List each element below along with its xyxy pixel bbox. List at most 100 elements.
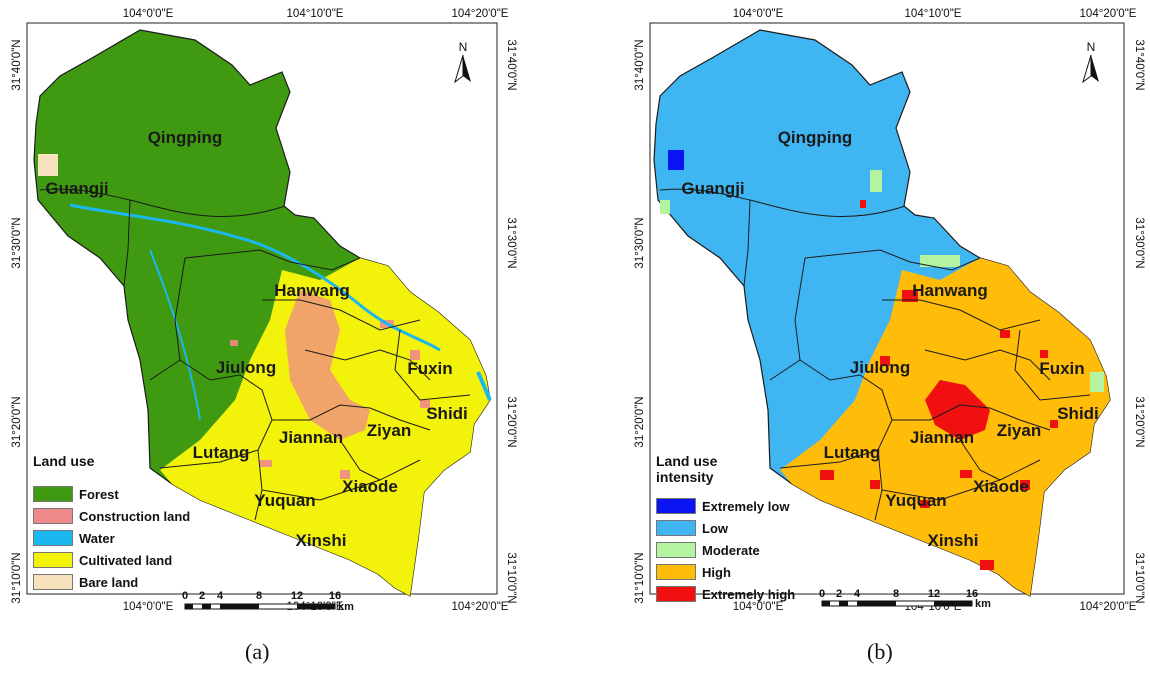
top-tick-2: 104°10'0"E	[287, 8, 344, 20]
left-tick-1: 31°40'0"N	[11, 39, 23, 90]
map-b-svg: 104°0'0"E 104°10'0"E 104°20'0"E 104°0'0"…	[634, 8, 1145, 613]
map-a-svg: 104°0'0"E 104°10'0"E 104°20'0"E 104°0'0"…	[11, 8, 517, 613]
top-tick-1: 104°0'0"E	[123, 8, 174, 20]
svg-text:0: 0	[819, 588, 825, 600]
town-label-xinshi: Xinshi	[927, 531, 978, 550]
town-boundaries	[39, 188, 471, 521]
town-label-qingping: Qingping	[778, 128, 853, 147]
town-label-guangji: Guangji	[45, 179, 108, 198]
legend-land-use: Land use Forest Construction land Water …	[33, 453, 190, 593]
legend-swatch	[33, 486, 73, 502]
town-label-yuquan: Yuquan	[885, 491, 946, 510]
right-tick-3: 31°20'0"N	[505, 396, 517, 447]
map-frame	[649, 22, 1125, 595]
town-boundaries	[659, 188, 1091, 521]
town-label-lutang: Lutang	[193, 443, 250, 462]
svg-text:km: km	[338, 601, 354, 613]
top-tick-3: 104°20'0"E	[1080, 8, 1137, 20]
right-tick-4: 31°10'0"N	[505, 552, 517, 603]
legend-land-use-intensity: Land use intensity Extremely low Low Mod…	[656, 453, 795, 605]
town-label-shidi: Shidi	[1057, 404, 1099, 423]
scale-bar: 0 2 4 8 12 16 km	[182, 590, 354, 613]
panel-label-a: (a)	[245, 639, 270, 664]
left-tick-3: 31°20'0"N	[11, 396, 23, 447]
legend-swatch	[656, 564, 696, 580]
right-tick-2: 31°30'0"N	[1133, 217, 1145, 268]
legend-item: Extremely high	[656, 583, 795, 605]
legend-item: Bare land	[33, 571, 190, 593]
bottom-tick-3: 104°20'0"E	[1080, 601, 1137, 613]
map-panel-a: 104°0'0"E 104°10'0"E 104°20'0"E 104°0'0"…	[0, 0, 540, 673]
legend-item: Extremely low	[656, 495, 795, 517]
left-tick-1: 31°40'0"N	[634, 39, 646, 90]
legend-swatch	[33, 530, 73, 546]
top-tick-2: 104°10'0"E	[905, 8, 962, 20]
left-tick-4: 31°10'0"N	[634, 552, 646, 603]
town-label-xiaode: Xiaode	[342, 477, 398, 496]
legend-swatch	[656, 520, 696, 536]
svg-text:12: 12	[928, 588, 940, 600]
town-label-guangji: Guangji	[681, 179, 744, 198]
right-tick-4: 31°10'0"N	[1133, 552, 1145, 603]
left-tick-2: 31°30'0"N	[11, 217, 23, 268]
extremely-high-core	[925, 380, 990, 440]
legend-swatch	[656, 586, 696, 602]
left-tick-4: 31°10'0"N	[11, 552, 23, 603]
right-tick-2: 31°30'0"N	[505, 217, 517, 268]
svg-text:0: 0	[182, 590, 188, 602]
town-label-ziyan: Ziyan	[367, 421, 411, 440]
map-panel-b: 104°0'0"E 104°10'0"E 104°20'0"E 104°0'0"…	[610, 0, 1150, 673]
river-3	[476, 371, 492, 401]
town-label-xiaode: Xiaode	[973, 477, 1029, 496]
river-2	[149, 249, 201, 421]
bottom-tick-1: 104°0'0"E	[733, 601, 784, 613]
north-label: N	[459, 40, 468, 54]
scale-bar: 0 2 4 8 12 16 km	[819, 588, 991, 610]
town-label-fuxin: Fuxin	[407, 359, 452, 378]
left-tick-2: 31°30'0"N	[634, 217, 646, 268]
extremely-high-specks	[820, 200, 1058, 570]
town-label-jiulong: Jiulong	[850, 358, 910, 377]
town-label-lutang: Lutang	[824, 443, 881, 462]
legend-swatch	[656, 498, 696, 514]
urban-core	[285, 290, 370, 440]
legend-title: Land use intensity	[656, 453, 718, 485]
town-label-xinshi: Xinshi	[295, 531, 346, 550]
svg-text:2: 2	[836, 588, 842, 600]
svg-text:8: 8	[893, 588, 899, 600]
panel-label-b: (b)	[867, 639, 893, 664]
town-label-shidi: Shidi	[426, 404, 468, 423]
town-label-hanwang: Hanwang	[274, 281, 350, 300]
town-label-yuquan: Yuquan	[254, 491, 315, 510]
svg-text:2: 2	[199, 590, 205, 602]
map-frame	[26, 22, 498, 595]
right-tick-1: 31°40'0"N	[1133, 39, 1145, 90]
bare-land-patch	[38, 154, 58, 176]
moderate-specks	[660, 170, 1104, 392]
svg-text:8: 8	[256, 590, 262, 602]
north-arrow-icon: N	[1082, 40, 1099, 84]
river-1	[69, 203, 441, 352]
town-label-hanwang: Hanwang	[912, 281, 988, 300]
legend-item: Cultivated land	[33, 549, 190, 571]
legend-item: Construction land	[33, 505, 190, 527]
town-label-ziyan: Ziyan	[997, 421, 1041, 440]
legend-title: Land use	[33, 453, 95, 469]
legend-swatch	[33, 508, 73, 524]
legend-item: Forest	[33, 483, 190, 505]
legend-item: Low	[656, 517, 795, 539]
right-tick-3: 31°20'0"N	[1133, 396, 1145, 447]
bottom-tick-1: 104°0'0"E	[123, 601, 174, 613]
legend-item: Moderate	[656, 539, 795, 561]
town-label-jiannan: Jiannan	[910, 428, 974, 447]
north-label: N	[1087, 40, 1096, 54]
top-tick-3: 104°20'0"E	[452, 8, 509, 20]
legend-swatch	[33, 574, 73, 590]
svg-text:4: 4	[217, 590, 224, 602]
svg-text:12: 12	[291, 590, 303, 602]
top-tick-1: 104°0'0"E	[733, 8, 784, 20]
north-arrow-icon: N	[454, 40, 471, 84]
left-tick-3: 31°20'0"N	[634, 396, 646, 447]
legend-item: Water	[33, 527, 190, 549]
right-tick-1: 31°40'0"N	[505, 39, 517, 90]
